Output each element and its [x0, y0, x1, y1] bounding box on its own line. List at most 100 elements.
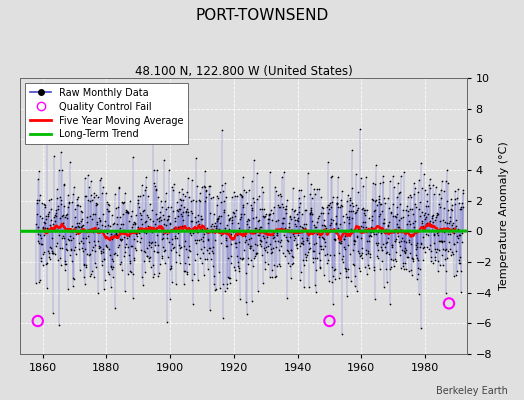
Point [399, 263, 407, 270]
Point [277, 174, 286, 180]
Point [266, 169, 274, 175]
Point [73, 196, 81, 202]
Point [321, 238, 330, 245]
Point [397, 172, 406, 179]
Point [439, 262, 447, 268]
Point [361, 264, 369, 270]
Point [63, 214, 71, 221]
Point [61, 258, 70, 264]
Point [282, 203, 290, 210]
Point [307, 208, 315, 215]
Point [389, 172, 397, 179]
Point [405, 218, 413, 224]
Point [365, 233, 373, 240]
Point [173, 206, 181, 213]
Point [177, 202, 185, 208]
Point [79, 235, 88, 241]
Point [333, 200, 342, 206]
Point [432, 184, 440, 190]
Point [222, 237, 231, 243]
Point [71, 224, 79, 230]
Point [180, 268, 189, 274]
Point [229, 208, 237, 215]
Point [45, 209, 53, 215]
Point [61, 267, 69, 274]
Point [287, 275, 295, 281]
Point [386, 178, 394, 184]
Point [57, 197, 66, 204]
Point [350, 238, 358, 244]
Point [295, 209, 303, 215]
Point [433, 210, 441, 216]
Point [305, 284, 313, 290]
Point [77, 208, 85, 214]
Point [436, 218, 444, 224]
Point [330, 235, 338, 242]
Point [99, 248, 107, 255]
Point [127, 243, 135, 249]
Point [104, 222, 113, 228]
Point [40, 218, 48, 225]
Point [154, 272, 162, 279]
Point [428, 215, 436, 222]
Point [172, 235, 181, 242]
Point [224, 226, 233, 232]
Point [335, 275, 343, 282]
Point [221, 226, 229, 233]
Point [70, 276, 78, 282]
Point [275, 247, 283, 254]
Point [244, 241, 253, 247]
Point [38, 250, 47, 257]
Point [223, 281, 231, 287]
Point [228, 229, 237, 235]
Point [171, 233, 180, 240]
Point [233, 258, 242, 265]
Point [386, 301, 394, 307]
Point [69, 235, 78, 241]
Point [32, 211, 41, 217]
Point [418, 220, 427, 227]
Point [232, 244, 240, 250]
Point [348, 247, 357, 254]
Point [452, 248, 460, 254]
Point [238, 194, 246, 200]
Point [354, 228, 363, 234]
Point [55, 322, 63, 328]
Point [72, 202, 81, 209]
Point [434, 201, 443, 208]
Point [112, 231, 121, 238]
Point [63, 247, 71, 253]
Point [355, 265, 364, 271]
Point [241, 228, 249, 235]
Point [294, 195, 303, 201]
Point [36, 213, 44, 220]
Point [217, 182, 226, 188]
Point [291, 221, 299, 228]
Point [132, 212, 140, 219]
Point [40, 201, 48, 208]
Point [309, 258, 317, 265]
Point [421, 210, 429, 216]
Point [32, 279, 41, 286]
Point [194, 212, 202, 218]
Point [428, 260, 436, 266]
Point [266, 241, 275, 247]
Point [169, 208, 178, 215]
Point [391, 213, 399, 219]
Point [191, 239, 200, 246]
Point [363, 228, 372, 234]
Point [117, 266, 126, 273]
Point [353, 248, 362, 254]
Point [97, 190, 106, 196]
Point [314, 250, 323, 256]
Point [452, 272, 460, 278]
Point [331, 236, 339, 242]
Point [411, 185, 419, 192]
Point [390, 238, 399, 244]
Point [100, 226, 108, 233]
Point [242, 237, 250, 243]
Point [337, 238, 346, 244]
Point [326, 199, 334, 206]
Point [332, 220, 340, 226]
Point [297, 235, 305, 242]
